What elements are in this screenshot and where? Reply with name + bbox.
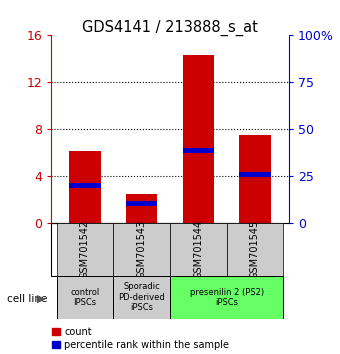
FancyBboxPatch shape (113, 223, 170, 276)
Text: control
IPSCs: control IPSCs (70, 288, 100, 307)
Text: GSM701544: GSM701544 (193, 220, 203, 279)
Text: ▶: ▶ (37, 294, 46, 304)
FancyBboxPatch shape (113, 276, 170, 319)
Text: GSM701545: GSM701545 (250, 220, 260, 279)
Text: GSM701543: GSM701543 (137, 220, 147, 279)
FancyBboxPatch shape (170, 223, 227, 276)
Text: Sporadic
PD-derived
iPSCs: Sporadic PD-derived iPSCs (118, 282, 165, 312)
Bar (239, 172, 271, 177)
Bar (69, 183, 101, 188)
FancyBboxPatch shape (227, 223, 283, 276)
Text: cell line: cell line (7, 294, 47, 304)
Bar (239, 135, 271, 223)
FancyBboxPatch shape (57, 223, 113, 276)
Bar (183, 148, 214, 153)
Bar (126, 201, 157, 206)
Text: presenilin 2 (PS2)
iPSCs: presenilin 2 (PS2) iPSCs (190, 288, 264, 307)
FancyBboxPatch shape (170, 276, 283, 319)
Bar (69, 152, 101, 223)
Text: GDS4141 / 213888_s_at: GDS4141 / 213888_s_at (82, 19, 258, 36)
FancyBboxPatch shape (57, 276, 113, 319)
Legend: count, percentile rank within the sample: count, percentile rank within the sample (52, 327, 229, 350)
Bar (183, 55, 214, 223)
Bar (126, 194, 157, 223)
Text: GSM701542: GSM701542 (80, 220, 90, 279)
